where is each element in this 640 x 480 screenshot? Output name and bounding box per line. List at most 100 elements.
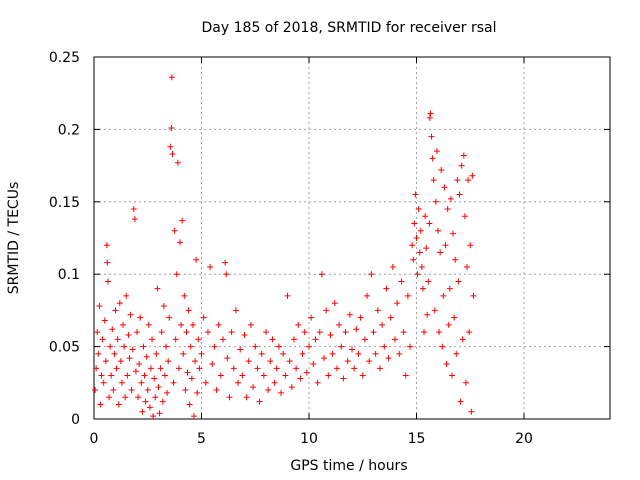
data-point — [217, 372, 224, 379]
data-point — [282, 372, 289, 379]
data-point — [136, 360, 143, 367]
data-point — [178, 321, 185, 328]
data-point — [226, 394, 233, 401]
data-point — [200, 314, 207, 321]
data-point — [97, 401, 104, 408]
data-point — [180, 350, 187, 357]
data-point — [141, 372, 148, 379]
data-point — [211, 343, 218, 350]
data-point — [426, 114, 433, 121]
data-point — [441, 184, 448, 191]
data-point — [413, 235, 420, 241]
data-point — [446, 285, 453, 292]
data-point — [318, 271, 325, 278]
data-point — [170, 379, 177, 386]
data-point — [107, 343, 114, 350]
data-point — [189, 321, 196, 328]
data-point — [109, 326, 116, 333]
data-point — [161, 372, 168, 379]
data-point — [93, 365, 100, 372]
data-point — [126, 355, 133, 362]
data-point — [290, 336, 297, 343]
data-point — [370, 329, 377, 336]
data-point — [260, 372, 267, 379]
data-point — [379, 321, 386, 328]
data-point — [269, 336, 276, 343]
y-tick-label: 0 — [71, 412, 80, 428]
data-point — [204, 329, 211, 336]
data-point — [467, 242, 474, 249]
data-point — [168, 124, 175, 131]
data-point — [98, 372, 105, 379]
x-tick-label: 10 — [300, 431, 318, 447]
data-point — [470, 292, 477, 299]
data-point — [124, 372, 131, 379]
data-point — [125, 332, 132, 339]
data-point — [465, 177, 472, 184]
data-point — [460, 152, 467, 159]
data-point — [310, 360, 317, 367]
data-point — [466, 329, 473, 336]
data-point — [146, 404, 153, 411]
data-point — [387, 314, 394, 321]
data-point — [398, 278, 405, 285]
data-point — [389, 263, 396, 270]
data-point — [182, 387, 189, 394]
data-point — [241, 332, 248, 339]
data-point — [190, 413, 197, 420]
data-point — [450, 230, 457, 237]
data-point — [417, 227, 424, 234]
data-point — [207, 263, 214, 270]
data-point — [172, 336, 179, 343]
data-point — [166, 314, 173, 321]
data-point — [404, 292, 411, 299]
x-tick-label: 5 — [197, 431, 206, 447]
data-point — [127, 311, 134, 318]
data-point — [144, 387, 151, 394]
data-point — [400, 329, 407, 336]
x-axis-label: GPS time / hours — [290, 458, 407, 474]
data-point — [265, 387, 272, 394]
y-axis-label: SRMTID / TECUs — [6, 182, 22, 295]
data-point — [187, 343, 194, 350]
data-point — [431, 307, 438, 314]
data-point — [232, 307, 239, 314]
data-point — [424, 311, 431, 318]
data-point — [113, 365, 120, 372]
data-point — [308, 314, 315, 321]
data-point — [423, 245, 430, 252]
data-point — [325, 372, 332, 379]
data-point — [383, 285, 390, 292]
data-point — [454, 177, 461, 184]
data-point — [372, 350, 379, 357]
data-point — [444, 206, 451, 213]
data-point — [254, 365, 261, 372]
data-point — [108, 372, 115, 379]
data-point — [331, 300, 338, 307]
data-point — [165, 358, 172, 365]
data-point — [155, 384, 162, 391]
data-point — [376, 365, 383, 372]
data-point — [267, 358, 274, 365]
data-points — [92, 74, 477, 420]
y-tick-label: 0.2 — [58, 122, 80, 138]
data-point — [303, 369, 310, 376]
data-point — [131, 216, 138, 223]
data-point — [250, 384, 257, 391]
data-point — [295, 321, 302, 328]
y-tick-label: 0.05 — [49, 340, 80, 356]
data-point — [202, 379, 209, 386]
data-point — [455, 278, 462, 285]
axis-ticks: 0 5 10 15 20 0 0.05 0.1 0.15 0.2 0.25 — [49, 50, 610, 447]
x-tick-label: 0 — [90, 431, 99, 447]
data-point — [167, 143, 174, 150]
data-point — [120, 321, 127, 328]
data-point — [357, 314, 364, 321]
data-point — [437, 249, 444, 256]
data-point — [342, 329, 349, 336]
data-point — [169, 151, 176, 158]
data-point — [196, 365, 203, 372]
data-point — [412, 191, 419, 198]
data-point — [361, 336, 368, 343]
